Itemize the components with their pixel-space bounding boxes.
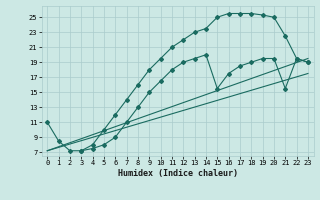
X-axis label: Humidex (Indice chaleur): Humidex (Indice chaleur): [118, 169, 237, 178]
